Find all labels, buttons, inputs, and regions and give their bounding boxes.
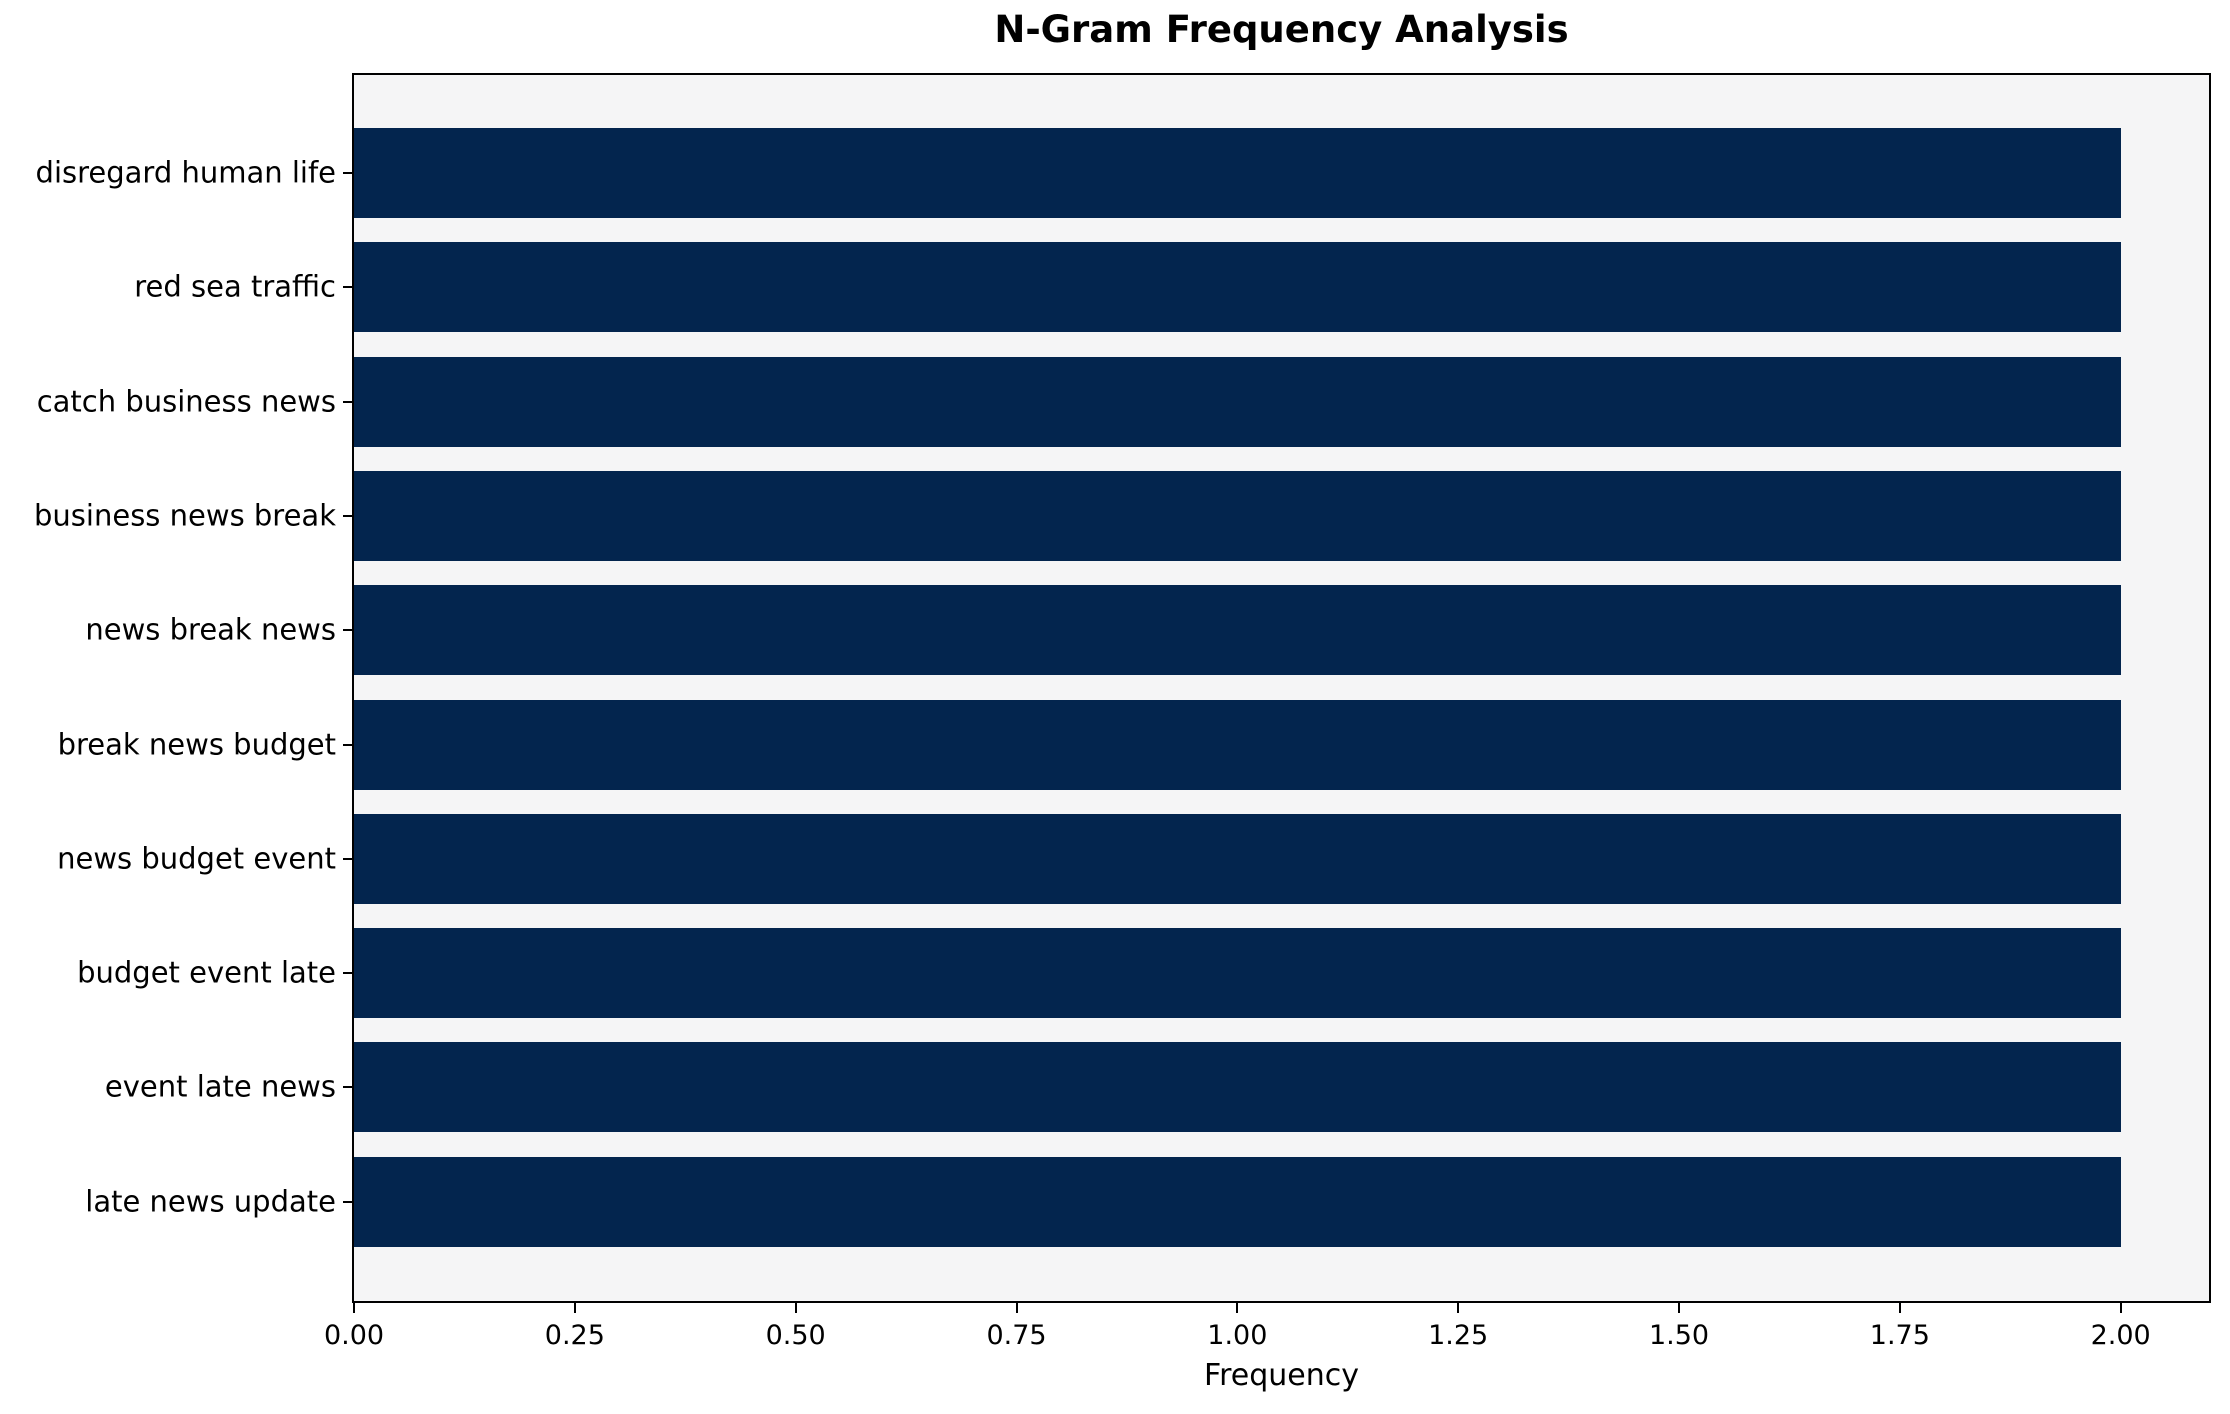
bar bbox=[354, 1042, 2121, 1133]
x-tick-mark bbox=[1457, 1303, 1460, 1313]
x-tick-mark bbox=[2119, 1303, 2122, 1313]
y-tick-mark bbox=[343, 514, 352, 517]
plot-area bbox=[352, 73, 2211, 1303]
x-tick-mark bbox=[353, 1303, 355, 1313]
y-tick-mark bbox=[343, 972, 352, 975]
x-tick-mark bbox=[1236, 1303, 1239, 1313]
x-tick-label: 1.25 bbox=[1428, 1320, 1489, 1351]
y-tick-mark bbox=[343, 629, 352, 632]
x-tick-label: 0.25 bbox=[544, 1320, 605, 1351]
x-tick-mark bbox=[1015, 1303, 1018, 1313]
y-tick-mark bbox=[343, 172, 352, 174]
y-tick-label: late news update bbox=[85, 1184, 336, 1219]
x-tick-label: 2.00 bbox=[2090, 1320, 2151, 1351]
x-tick-label: 1.50 bbox=[1648, 1320, 1710, 1351]
bar bbox=[354, 470, 2121, 561]
bar bbox=[354, 242, 2121, 333]
y-tick-mark bbox=[343, 286, 352, 289]
y-tick-label: event late news bbox=[104, 1069, 336, 1104]
bar bbox=[354, 928, 2121, 1019]
x-tick-mark bbox=[794, 1303, 797, 1313]
y-tick-label: business news break bbox=[34, 498, 336, 533]
x-tick-mark bbox=[1678, 1303, 1680, 1313]
x-tick-label: 0.75 bbox=[986, 1320, 1047, 1351]
y-tick-mark bbox=[343, 1200, 352, 1203]
x-tick-mark bbox=[573, 1303, 576, 1313]
y-tick-label: catch business news bbox=[36, 384, 336, 419]
bar bbox=[354, 813, 2121, 904]
bar bbox=[354, 585, 2121, 676]
y-tick-mark bbox=[343, 743, 352, 746]
x-axis-label: Frequency bbox=[1204, 1358, 1359, 1393]
bar bbox=[354, 128, 2121, 218]
x-tick-label: 0.50 bbox=[765, 1320, 826, 1351]
x-tick-mark bbox=[1898, 1303, 1901, 1313]
y-tick-label: news budget event bbox=[57, 841, 336, 876]
x-tick-label: 1.75 bbox=[1869, 1320, 1930, 1351]
bars-layer bbox=[354, 75, 2209, 1301]
x-tick-label: 0.00 bbox=[323, 1320, 385, 1351]
y-tick-label: disregard human life bbox=[35, 155, 336, 190]
bar bbox=[354, 1156, 2121, 1247]
y-tick-label: red sea traffic bbox=[134, 269, 336, 304]
y-tick-label: break news budget bbox=[57, 727, 336, 761]
chart-title: N-Gram Frequency Analysis bbox=[994, 8, 1569, 51]
y-tick-label: news break news bbox=[85, 612, 336, 647]
y-tick-mark bbox=[343, 1086, 352, 1089]
bar bbox=[354, 699, 2121, 790]
y-tick-mark bbox=[343, 857, 352, 860]
y-tick-mark bbox=[343, 400, 352, 403]
x-tick-label: 1.00 bbox=[1207, 1320, 1268, 1351]
y-tick-label: budget event late bbox=[77, 955, 336, 990]
bar bbox=[354, 356, 2121, 447]
